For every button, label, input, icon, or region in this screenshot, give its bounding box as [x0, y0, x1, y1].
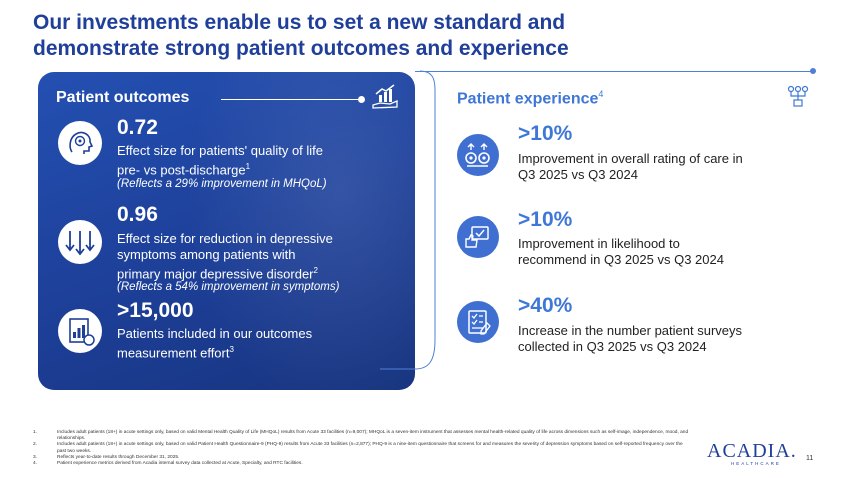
- patient-outcomes-panel: Patient outcomes 0.72 Effect size for pa…: [38, 72, 415, 390]
- metric-desc-line: pre- vs post-discharge: [117, 162, 246, 178]
- metric-desc-patients: Patients included in our outcomes measur…: [117, 326, 402, 361]
- title-line-2: demonstrate strong patient outcomes and …: [33, 37, 569, 60]
- metric-desc-depression: Effect size for reduction in depressive …: [117, 231, 402, 282]
- experience-desc-surveys: Increase in the number patient surveys c…: [518, 323, 808, 355]
- page-number: 11: [806, 455, 814, 462]
- heading-dot: [358, 96, 365, 103]
- page-title: Our investments enable us to set a new s…: [33, 10, 813, 62]
- brain-head-icon: [58, 121, 102, 165]
- footnote: 4. Patient experience metrics derived fro…: [33, 461, 693, 467]
- footnote-number: 4.: [33, 461, 38, 467]
- footnote: 2. Includes adult patients (18+) in acute…: [33, 442, 693, 454]
- metric-desc-line: symptoms among patients with: [117, 247, 296, 262]
- footnote-number: 3.: [33, 454, 38, 460]
- experience-value-surveys: >40%: [518, 294, 573, 317]
- growth-chart-hand-icon: [372, 84, 398, 109]
- metric-value-qol: 0.72: [117, 116, 158, 139]
- patient-outcomes-heading: Patient outcomes: [56, 89, 190, 106]
- gears-icon: [457, 134, 499, 176]
- recommend-icon: [457, 216, 499, 258]
- footnote-text: Reflects year-to-date results through De…: [57, 454, 180, 460]
- footnote: 1. Includes adult patients (18+) in acute…: [33, 430, 693, 442]
- footnote-text: Includes adult patients (18+) in acute s…: [57, 442, 683, 454]
- metric-note-qol: (Reflects a 29% improvement in MHQoL): [117, 178, 327, 190]
- patient-experience-heading: Patient experience4: [457, 89, 603, 108]
- experience-desc-line: Improvement in likelihood to: [518, 236, 680, 251]
- experience-desc-line: Improvement in overall rating of care in: [518, 151, 743, 166]
- experience-desc-recommend: Improvement in likelihood to recommend i…: [518, 236, 808, 268]
- footnote-number: 2.: [33, 442, 38, 448]
- metric-desc-line: Effect size for patients' quality of lif…: [117, 143, 324, 158]
- footnote-ref: 4: [598, 89, 604, 99]
- experience-value-rating: >10%: [518, 122, 573, 145]
- down-arrows-icon: [58, 220, 102, 264]
- footnote-ref: 1: [245, 162, 251, 171]
- metric-value-depression: 0.96: [117, 203, 158, 226]
- connector-line-top: [415, 71, 813, 72]
- metric-value-patients: >15,000: [117, 299, 194, 322]
- footnote-ref: 2: [313, 266, 318, 275]
- footnote-number: 1.: [33, 430, 38, 435]
- experience-desc-line: collected in Q3 2025 vs Q3 2024: [518, 339, 707, 354]
- experience-desc-line: Increase in the number patient surveys: [518, 323, 743, 338]
- experience-value-recommend: >10%: [518, 208, 573, 231]
- connector-curve: [380, 70, 436, 370]
- metric-desc-line: primary major depressive disorder: [117, 266, 314, 282]
- metric-desc-line: measurement effort: [117, 345, 230, 361]
- footnote-text: Patient experience metrics derived from …: [57, 461, 303, 467]
- panel-background-texture: [185, 72, 415, 390]
- metric-note-depression: (Reflects a 54% improvement in symptoms): [117, 281, 340, 293]
- patient-experience-heading-text: Patient experience: [457, 90, 599, 108]
- title-line-1: Our investments enable us to set a new s…: [33, 11, 566, 34]
- experience-desc-rating: Improvement in overall rating of care in…: [518, 151, 808, 183]
- metric-desc-line: Patients included in our outcomes: [117, 326, 313, 341]
- heading-divider: [221, 99, 361, 100]
- metric-desc-line: Effect size for reduction in depressive: [117, 231, 333, 246]
- acadia-logo: ACADIA.: [707, 440, 797, 462]
- acadia-logo-subtitle: HEALTHCARE: [731, 461, 781, 466]
- experience-desc-line: Q3 2025 vs Q3 2024: [518, 167, 638, 182]
- survey-checklist-icon: [457, 301, 499, 343]
- footnotes: 1. Includes adult patients (18+) in acute…: [33, 430, 693, 467]
- chart-document-icon: [58, 309, 102, 353]
- experience-desc-line: recommend in Q3 2025 vs Q3 2024: [518, 252, 724, 267]
- footnote-ref: 3: [229, 345, 234, 354]
- connector-dot: [810, 68, 816, 74]
- people-network-icon: [787, 85, 809, 107]
- metric-desc-qol: Effect size for patients' quality of lif…: [117, 143, 402, 178]
- footnote: 3. Reflects year-to-date results through …: [33, 455, 693, 461]
- footnote-text: Includes adult patients (18+) in acute s…: [57, 430, 689, 442]
